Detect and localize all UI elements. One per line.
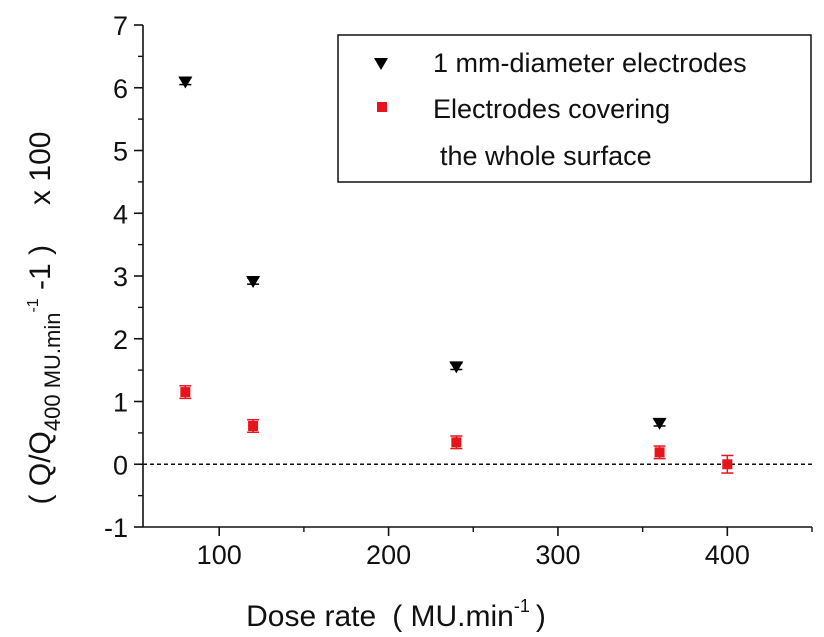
legend: 1 mm-diameter electrodes Electrodes cove… xyxy=(337,34,812,183)
series-2 xyxy=(179,385,734,474)
x-tick-label: 200 xyxy=(366,540,411,570)
x-axis-title: Dose rate ( MU.min-1) xyxy=(246,596,546,633)
y-axis-title-close: -1 ) xyxy=(24,245,57,298)
x-tick-label: 100 xyxy=(197,540,242,570)
y-tick-label: 0 xyxy=(113,450,128,480)
data-point-square xyxy=(654,447,665,458)
data-series xyxy=(178,76,734,474)
legend-marker-triangle xyxy=(374,58,388,70)
y-tick-label: 3 xyxy=(113,262,128,292)
data-point-square xyxy=(451,437,462,448)
y-tick-label: 2 xyxy=(113,325,128,355)
y-axis-title-sup: -1 xyxy=(25,298,42,312)
data-point-square xyxy=(180,387,191,398)
data-point-triangle xyxy=(178,76,193,89)
y-tick-label: 4 xyxy=(113,199,128,229)
y-tick-label: 5 xyxy=(113,137,128,167)
x-axis-title-main: Dose rate xyxy=(246,600,376,633)
data-point-triangle xyxy=(652,417,667,430)
y-axis-title-open: ( Q/Q xyxy=(24,431,57,504)
tick-marks xyxy=(134,24,813,536)
data-point-square xyxy=(722,459,733,470)
y-tick-label: -1 xyxy=(104,513,128,543)
x-tick-label: 400 xyxy=(705,540,750,570)
data-point-triangle xyxy=(246,276,261,289)
x-axis-title-unit-close: ) xyxy=(536,600,546,633)
y-axis-title-mid: MU.min xyxy=(40,313,65,395)
x-axis-title-unit-sup: -1 xyxy=(514,596,530,616)
x-axis-title-unit: ( MU.min xyxy=(392,600,514,633)
y-axis-multiplier: x 100 xyxy=(24,132,57,205)
x-tick-label: 300 xyxy=(535,540,580,570)
data-point-square xyxy=(248,420,259,431)
legend-label-2-line-2: the whole surface xyxy=(440,141,652,171)
y-tick-label: 6 xyxy=(113,74,128,104)
series-1 xyxy=(178,76,667,430)
y-axis-title-sub: 400 xyxy=(40,394,65,431)
data-point-triangle xyxy=(449,361,464,374)
y-axis-title: ( Q/Q400 MU.min-1 -1 ) x 100 xyxy=(24,132,65,505)
y-tick-label: 7 xyxy=(113,11,128,41)
tick-labels: -1 0 1 2 3 4 5 6 7 100 200 300 400 xyxy=(104,11,750,570)
y-tick-label: 1 xyxy=(113,388,128,418)
legend-label-1: 1 mm-diameter electrodes xyxy=(433,48,747,78)
legend-marker-square xyxy=(377,102,387,112)
legend-box xyxy=(337,34,812,183)
legend-label-2-line-1: Electrodes covering xyxy=(433,94,670,124)
